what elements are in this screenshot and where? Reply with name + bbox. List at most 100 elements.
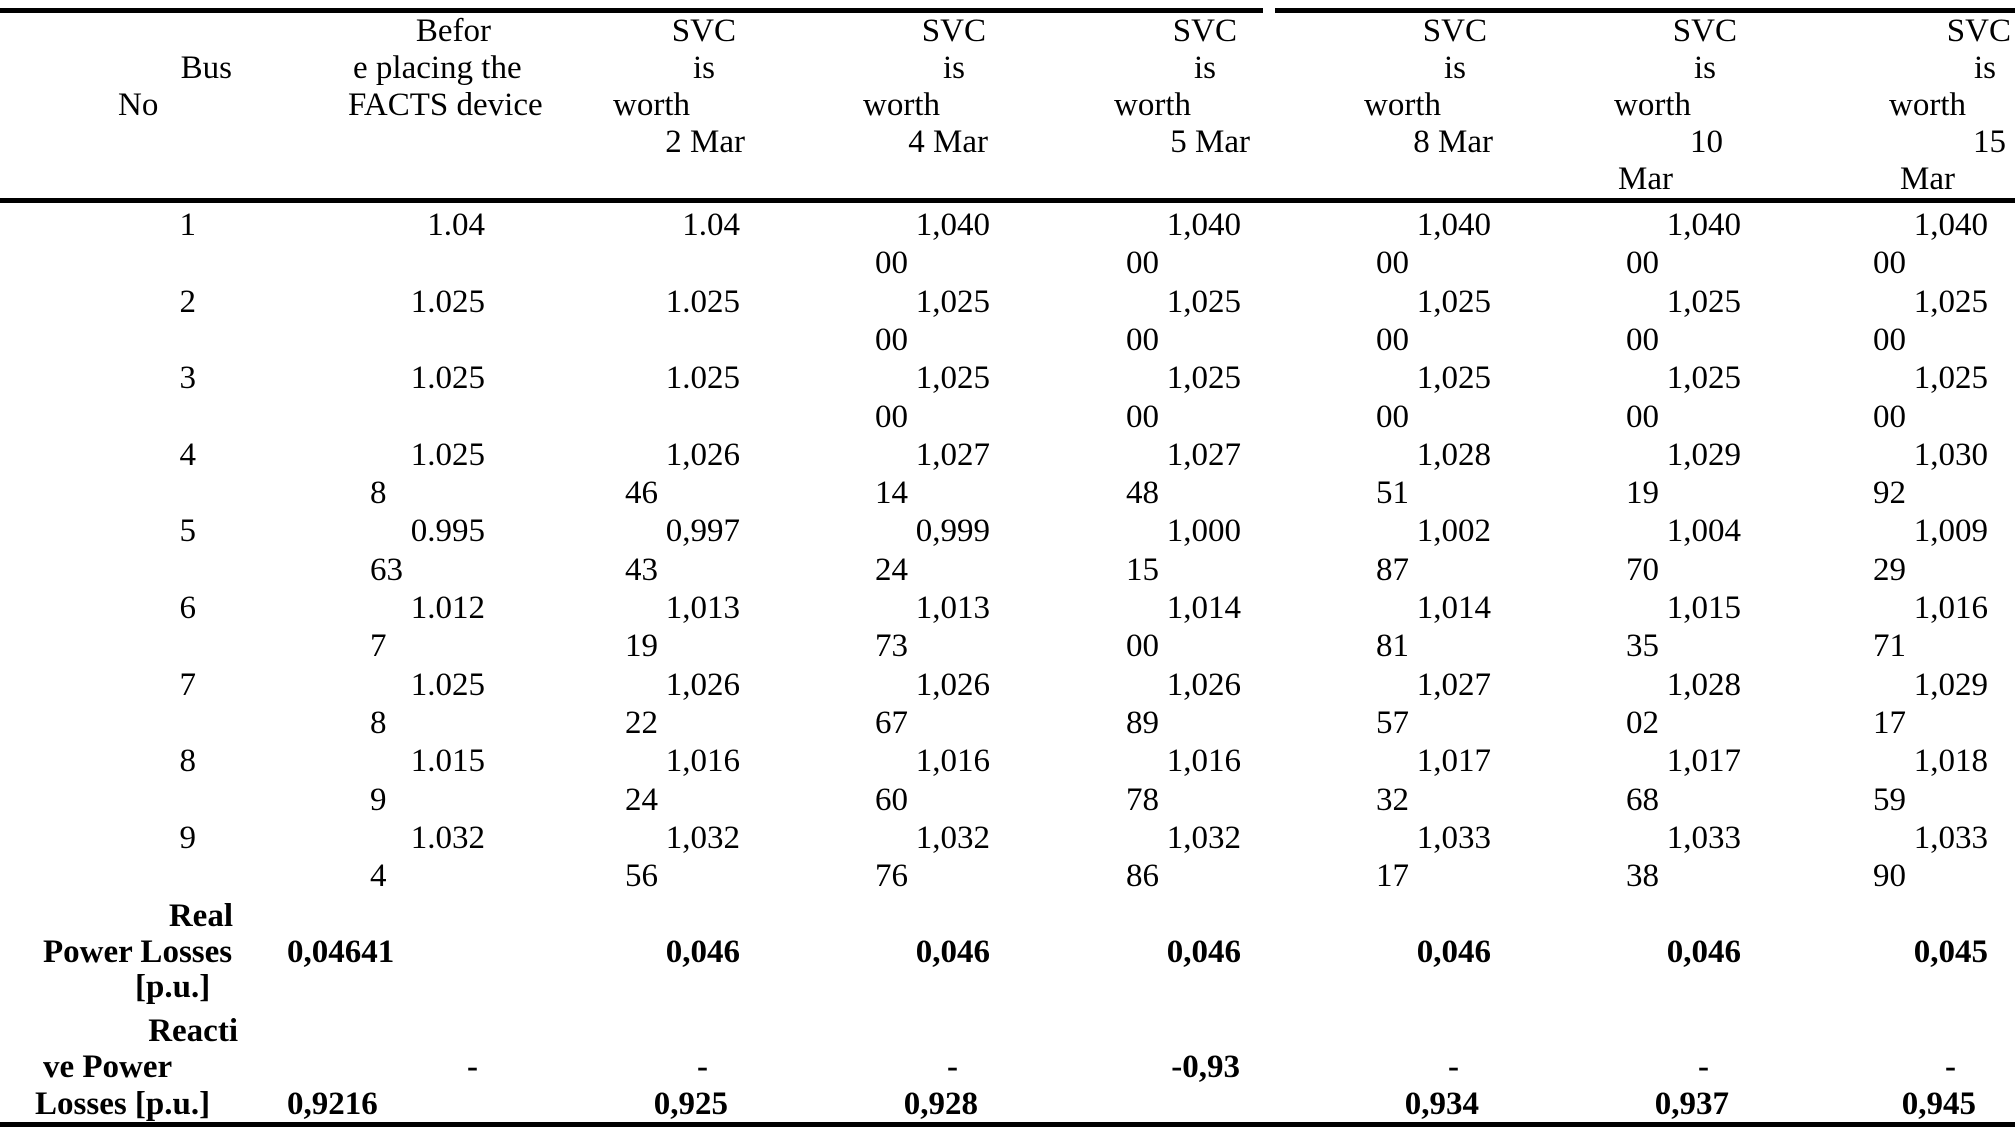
real-losses-value-c5: 0,046: [1416, 934, 1491, 970]
cell-r2-c4-line1: 1,025: [1166, 283, 1241, 320]
bus-number-4: 4: [179, 436, 197, 473]
header-svc-col1-line3: worth: [613, 87, 690, 123]
header-svc-col2-line3: worth: [863, 87, 940, 123]
cell-r7-c7-line1: 1,029: [1913, 666, 1988, 703]
cell-r9-c4-line1: 1,032: [1166, 819, 1241, 856]
cell-r1-c3-line1: 1,040: [915, 207, 990, 243]
cell-r3-c7-line2: 00: [1873, 398, 1906, 435]
bus-number-9: 9: [179, 819, 197, 856]
cell-r2-c6-line2: 00: [1626, 321, 1659, 358]
header-svc-col2-line4: 4 Mar: [908, 124, 988, 160]
cell-r7-c4-line2: 89: [1126, 704, 1159, 741]
reactive-losses-dash-c6: -: [1698, 1049, 1709, 1085]
cell-r2-c3-line2: 00: [875, 321, 908, 358]
header-svc-col2-line2: is: [942, 50, 965, 86]
cell-r3-c4-line1: 1,025: [1166, 360, 1241, 397]
header-svc-col1-line2: is: [692, 50, 715, 86]
bus-number-6: 6: [179, 590, 197, 626]
reactive-losses-label-line1: Reacti: [148, 1013, 238, 1049]
reactive-losses-value-c3: 0,928: [903, 1086, 978, 1122]
cell-r3-c6-line2: 00: [1626, 398, 1659, 435]
cell-r8-c2-line1: 1,016: [665, 743, 740, 780]
cell-r7-c1-line1: 1.025: [410, 666, 485, 703]
cell-r6-c3-line2: 73: [875, 628, 908, 665]
cell-r7-c7-line2: 17: [1873, 704, 1906, 741]
cell-r7-c2-line1: 1,026: [665, 666, 740, 703]
cell-r8-c6-line2: 68: [1626, 781, 1659, 818]
reactive-losses-label-line3: Losses [p.u.]: [35, 1086, 211, 1122]
real-losses-label-line1: Real: [168, 898, 233, 934]
cell-r8-c3-line2: 60: [875, 781, 908, 818]
cell-r4-c4-line1: 1,027: [1166, 436, 1241, 473]
cell-r8-c1-line1: 1.015: [410, 743, 485, 780]
reactive-losses-dash-c4: -0,93: [1171, 1049, 1240, 1085]
cell-r8-c7-line2: 59: [1873, 781, 1906, 818]
table-bottom-rule: [0, 1122, 2015, 1127]
real-losses-label-line3: [p.u.]: [135, 969, 211, 1005]
reactive-losses-value-c7: 0,945: [1901, 1086, 1976, 1122]
cell-r8-c6-line1: 1,017: [1666, 743, 1741, 780]
cell-r5-c2-line2: 43: [625, 551, 658, 588]
cell-r3-c3-line2: 00: [875, 398, 908, 435]
cell-r4-c4-line2: 48: [1126, 475, 1159, 512]
header-svc-col4-line1: SVC: [1422, 13, 1487, 49]
real-losses-value-c3: 0,046: [915, 934, 990, 970]
cell-r3-c4-line2: 00: [1126, 398, 1159, 435]
cell-r9-c5-line1: 1,033: [1416, 819, 1491, 856]
cell-r5-c6-line1: 1,004: [1666, 513, 1741, 550]
real-losses-value-c2: 0,046: [665, 934, 740, 970]
cell-r2-c7-line1: 1,025: [1913, 283, 1988, 320]
cell-r6-c6-line2: 35: [1626, 628, 1659, 665]
header-svc-col5-line2: is: [1693, 50, 1716, 86]
header-svc-col4-line4: 8 Mar: [1413, 124, 1493, 160]
reactive-losses-dash-c2: -: [697, 1049, 708, 1085]
real-losses-label-line2: Power Losses: [43, 934, 233, 970]
header-before-line2: e placing the: [353, 50, 522, 86]
real-losses-value-c4: 0,046: [1166, 934, 1241, 970]
cell-r6-c3-line1: 1,013: [915, 590, 990, 626]
cell-r9-c5-line2: 17: [1376, 858, 1409, 895]
cell-r6-c2-line1: 1,013: [665, 590, 740, 626]
cell-r6-c2-line2: 19: [625, 628, 658, 665]
cell-r4-c6-line2: 19: [1626, 475, 1659, 512]
header-bus-label: Bus: [180, 50, 232, 86]
cell-r7-c3-line2: 67: [875, 704, 908, 741]
header-svc-col2-line1: SVC: [921, 13, 986, 49]
header-no-label: No: [118, 87, 159, 123]
header-svc-col3-line2: is: [1193, 50, 1216, 86]
reactive-losses-dash-c1: -: [467, 1049, 478, 1085]
cell-r7-c2-line2: 22: [625, 704, 658, 741]
cell-r6-c1-line2: 7: [370, 628, 387, 665]
cell-r5-c4-line2: 15: [1126, 551, 1159, 588]
cell-r4-c6-line1: 1,029: [1666, 436, 1741, 473]
bus-number-8: 8: [179, 743, 197, 780]
cell-r9-c2-line1: 1,032: [665, 819, 740, 856]
cell-r9-c6-line2: 38: [1626, 858, 1659, 895]
cell-r6-c5-line2: 81: [1376, 628, 1409, 665]
cell-r8-c4-line2: 78: [1126, 781, 1159, 818]
cell-r1-c7-line2: 00: [1873, 245, 1906, 282]
cell-r9-c3-line1: 1,032: [915, 819, 990, 856]
cell-r8-c1-line2: 9: [370, 781, 387, 818]
cell-r5-c2-line1: 0,997: [665, 513, 740, 550]
cell-r4-c7-line1: 1,030: [1913, 436, 1988, 473]
cell-r8-c2-line2: 24: [625, 781, 658, 818]
table-top-rule-left: [0, 8, 1263, 13]
table-top-rule-right: [1275, 8, 2015, 13]
header-svc-col1-line4: 2 Mar: [665, 124, 745, 160]
bus-number-7: 7: [179, 666, 197, 703]
header-svc-col5-line5: Mar: [1618, 161, 1673, 197]
reactive-losses-dash-c3: -: [947, 1049, 958, 1085]
real-losses-value-c7: 0,045: [1913, 934, 1988, 970]
cell-r1-c6-line1: 1,040: [1666, 207, 1741, 243]
cell-r9-c7-line2: 90: [1873, 858, 1906, 895]
cell-r6-c7-line2: 71: [1873, 628, 1906, 665]
header-svc-col6-line2: is: [1973, 50, 1996, 86]
cell-r8-c5-line2: 32: [1376, 781, 1409, 818]
cell-r5-c6-line2: 70: [1626, 551, 1659, 588]
cell-r2-c3-line1: 1,025: [915, 283, 990, 320]
cell-r2-c7-line2: 00: [1873, 321, 1906, 358]
cell-r2-c1-line1: 1.025: [410, 283, 485, 320]
header-svc-col4-line3: worth: [1364, 87, 1441, 123]
bus-number-3: 3: [179, 360, 197, 397]
